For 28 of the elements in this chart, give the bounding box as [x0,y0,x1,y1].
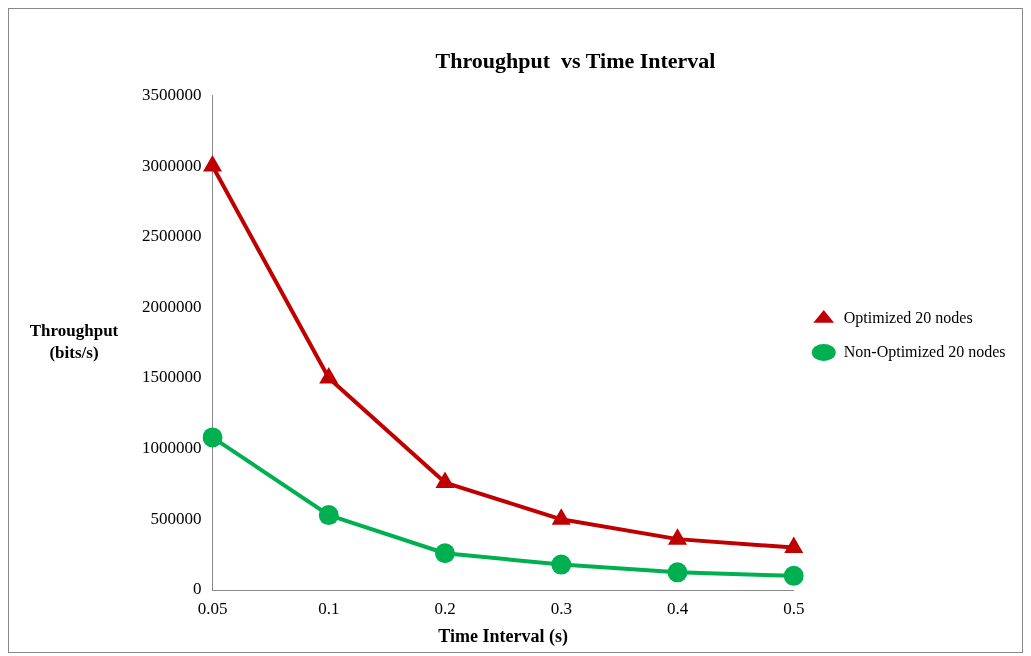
x-tick-label: 0.05 [197,598,228,618]
y-tick-label: 3000000 [142,155,202,175]
x-tick-label: 0.4 [666,598,689,618]
y-tick-label: 1000000 [142,438,202,458]
y-tick-label: 2000000 [142,296,202,316]
point [551,554,572,575]
point [202,155,223,172]
x-axis-title: Time Interval (s) [438,625,568,647]
point [319,367,339,384]
y-tick-label: 1500000 [142,367,202,387]
x-tick-label: 0.3 [550,598,572,618]
y-axis-title: Throughput (bits/s) [29,321,119,363]
point [783,565,804,586]
x-tick-label: 0.5 [783,598,805,618]
chart-title: Throughput vs Time Interval [435,47,716,73]
y-tick-label: 3500000 [142,84,202,104]
y-tick-label: 2500000 [142,226,202,246]
point [667,562,688,583]
point [318,505,339,526]
point [435,543,455,564]
point [435,471,455,489]
legend-label: Non-Optimized 20 nodes [843,342,1006,361]
legend-label: Optimized 20 nodes [843,308,973,327]
y-tick-label: 0 [193,579,202,599]
y-tick-label: 500000 [150,508,202,528]
x-tick-label: 0.2 [434,598,456,618]
x-tick-label: 0.1 [318,598,340,618]
point [202,427,223,448]
